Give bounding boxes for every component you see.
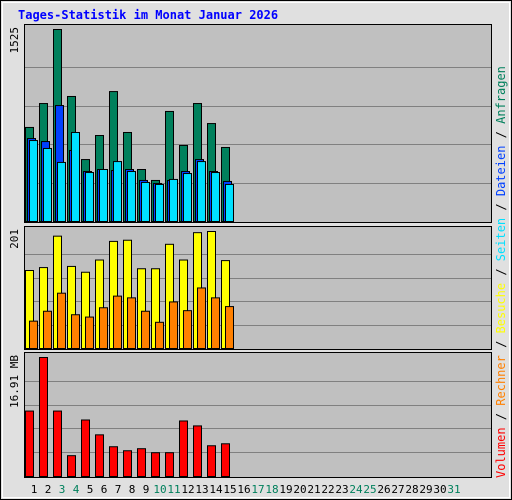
bar xyxy=(197,287,206,349)
bar xyxy=(183,310,192,350)
y-tick-label: 16.91 MB xyxy=(8,355,21,408)
bar xyxy=(207,445,216,478)
x-tick-label: 24 xyxy=(349,483,363,496)
x-tick-label: 11 xyxy=(167,483,180,496)
bar xyxy=(53,410,62,478)
legend-entry: Dateien xyxy=(494,146,508,197)
plot-area xyxy=(24,226,492,350)
x-tick-label: 12 xyxy=(181,483,194,496)
bar xyxy=(211,172,220,222)
bar xyxy=(99,169,108,222)
bar xyxy=(197,161,206,222)
y-tick-label: 201 xyxy=(8,229,21,249)
x-tick-label: 28 xyxy=(405,483,418,496)
legend-entry: Volumen xyxy=(494,427,508,478)
bar xyxy=(127,297,136,350)
legend-separator: / xyxy=(494,406,508,428)
bar xyxy=(25,410,34,478)
bar xyxy=(99,307,108,349)
x-tick-label: 18 xyxy=(265,483,278,496)
x-tick-label: 10 xyxy=(153,483,166,496)
x-tick-label: 25 xyxy=(363,483,376,496)
bar xyxy=(165,452,174,478)
bar xyxy=(169,301,178,349)
x-tick-label: 16 xyxy=(237,483,250,496)
legend-entry: Anfragen xyxy=(494,66,508,124)
x-tick-label: 2 xyxy=(45,483,52,496)
bar xyxy=(141,181,150,222)
x-tick-label: 21 xyxy=(307,483,320,496)
bar xyxy=(193,425,202,477)
bar xyxy=(155,321,164,349)
bar xyxy=(113,161,122,222)
legend: Volumen / Rechner / Besuche / Seiten / D… xyxy=(494,66,508,478)
legend-separator: / xyxy=(494,124,508,146)
legend-separator: / xyxy=(494,333,508,355)
bar xyxy=(211,297,220,350)
bar xyxy=(113,295,122,349)
bar xyxy=(151,452,160,478)
bar xyxy=(85,316,94,350)
x-tick-label: 9 xyxy=(143,483,150,496)
x-tick-label: 30 xyxy=(433,483,446,496)
bar xyxy=(71,131,80,222)
bar xyxy=(183,173,192,223)
legend-separator: / xyxy=(494,261,508,283)
chart-title: Tages-Statistik im Monat Januar 2026 xyxy=(18,8,278,22)
legend-entry: Rechner xyxy=(494,355,508,406)
bar xyxy=(141,310,150,350)
x-tick-label: 14 xyxy=(209,483,223,496)
bar xyxy=(155,183,164,223)
x-tick-label: 1 xyxy=(31,483,38,496)
x-tick-label: 3 xyxy=(59,483,66,496)
legend-entry: Seiten xyxy=(494,218,508,261)
x-tick-label: 7 xyxy=(115,483,122,496)
x-tick-label: 5 xyxy=(87,483,94,496)
y-tick-label: 1525 xyxy=(8,27,21,54)
x-tick-label: 15 xyxy=(223,483,236,496)
x-tick-label: 27 xyxy=(391,483,404,496)
bar xyxy=(71,314,80,349)
bar xyxy=(127,171,136,222)
legend-separator: / xyxy=(494,196,508,218)
x-tick-label: 17 xyxy=(251,483,264,496)
bar xyxy=(43,147,52,222)
x-tick-label: 8 xyxy=(129,483,136,496)
x-tick-label: 4 xyxy=(73,483,80,496)
bar xyxy=(29,140,38,222)
bar xyxy=(39,357,48,477)
bar xyxy=(43,310,52,350)
bar xyxy=(225,306,234,349)
x-tick-label: 19 xyxy=(279,483,292,496)
bar xyxy=(221,443,230,478)
x-tick-label: 29 xyxy=(419,483,432,496)
x-tick-label: 31 xyxy=(447,483,460,496)
x-tick-label: 13 xyxy=(195,483,208,496)
bar xyxy=(67,455,76,477)
bar xyxy=(29,320,38,349)
bar xyxy=(179,420,188,477)
x-tick-label: 6 xyxy=(101,483,108,496)
bar xyxy=(225,183,234,223)
x-tick-label: 23 xyxy=(335,483,348,496)
x-tick-label: 22 xyxy=(321,483,334,496)
bar xyxy=(81,419,90,478)
bar xyxy=(137,448,146,478)
bar xyxy=(57,161,66,223)
x-tick-label: 20 xyxy=(293,483,306,496)
bar xyxy=(95,434,104,478)
bar xyxy=(169,178,178,222)
bar xyxy=(123,450,132,478)
bar xyxy=(57,292,66,350)
bar xyxy=(109,446,118,478)
x-tick-label: 26 xyxy=(377,483,390,496)
plot-area xyxy=(24,24,492,223)
legend-entry: Besuche xyxy=(494,283,508,334)
bar xyxy=(85,172,94,222)
plot-area xyxy=(24,352,492,478)
